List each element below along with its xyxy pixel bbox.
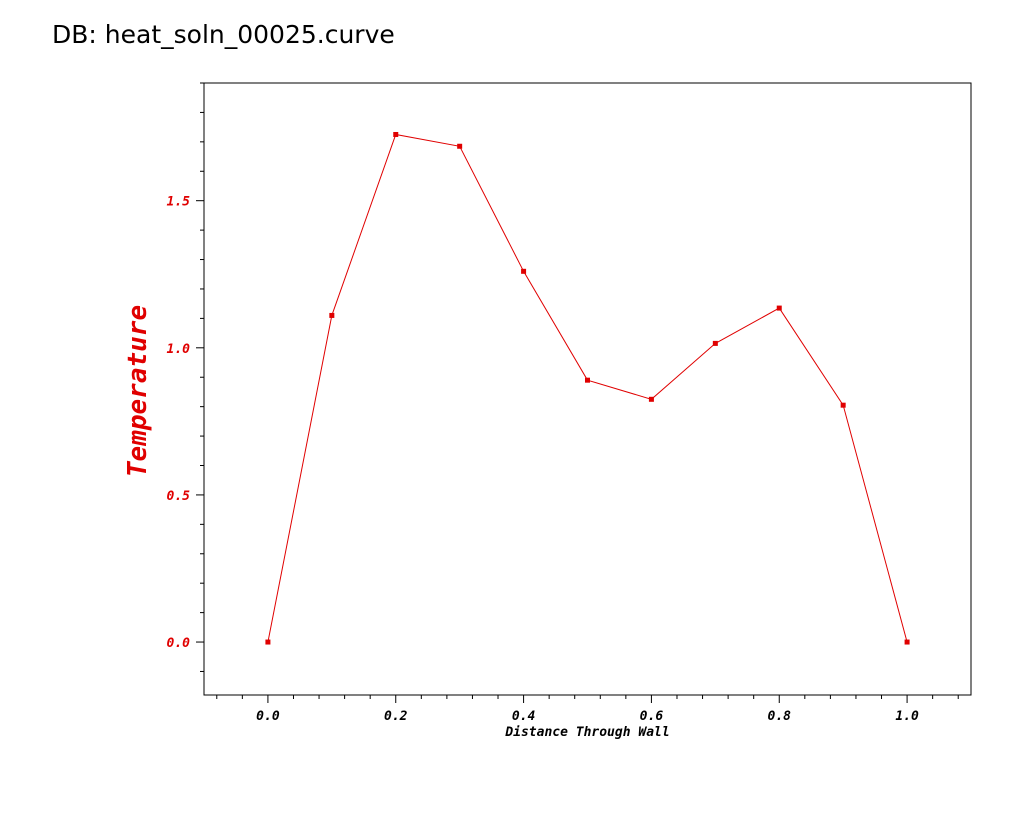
data-point bbox=[521, 268, 527, 274]
x-tick-label: 0.0 bbox=[256, 709, 280, 724]
x-tick-labels: 0.0 0.2 0.4 0.6 0.8 1.0 bbox=[256, 709, 919, 724]
x-tick-label: 0.8 bbox=[768, 709, 792, 724]
y-axis-ticks bbox=[196, 82, 204, 672]
data-point bbox=[712, 340, 718, 346]
y-axis-label: Temperature bbox=[123, 305, 153, 477]
x-tick-label: 0.2 bbox=[384, 709, 408, 724]
x-axis-ticks bbox=[216, 695, 959, 703]
x-axis-label: Distance Through Wall bbox=[504, 725, 669, 740]
data-point bbox=[648, 396, 654, 402]
data-point bbox=[840, 402, 846, 408]
database-title: DB: heat_soln_00025.curve bbox=[52, 20, 395, 49]
y-tick-label: 0.0 bbox=[167, 636, 191, 651]
x-tick-label: 0.4 bbox=[512, 709, 536, 724]
data-point bbox=[265, 639, 271, 645]
data-point bbox=[776, 305, 782, 311]
data-point bbox=[585, 377, 590, 383]
x-tick-label: 1.0 bbox=[895, 709, 919, 724]
plot-frame bbox=[203, 82, 972, 696]
data-point bbox=[904, 639, 910, 645]
data-point bbox=[393, 131, 399, 137]
y-tick-label: 1.5 bbox=[167, 195, 191, 210]
y-tick-labels: 0.0 0.5 1.0 1.5 bbox=[167, 195, 191, 651]
y-tick-label: 0.5 bbox=[167, 489, 191, 504]
data-point bbox=[457, 143, 463, 149]
x-tick-label: 0.6 bbox=[640, 709, 664, 724]
data-point bbox=[329, 312, 335, 318]
series-points bbox=[265, 131, 910, 645]
series-line bbox=[267, 133, 908, 643]
y-tick-label: 1.0 bbox=[167, 342, 191, 357]
